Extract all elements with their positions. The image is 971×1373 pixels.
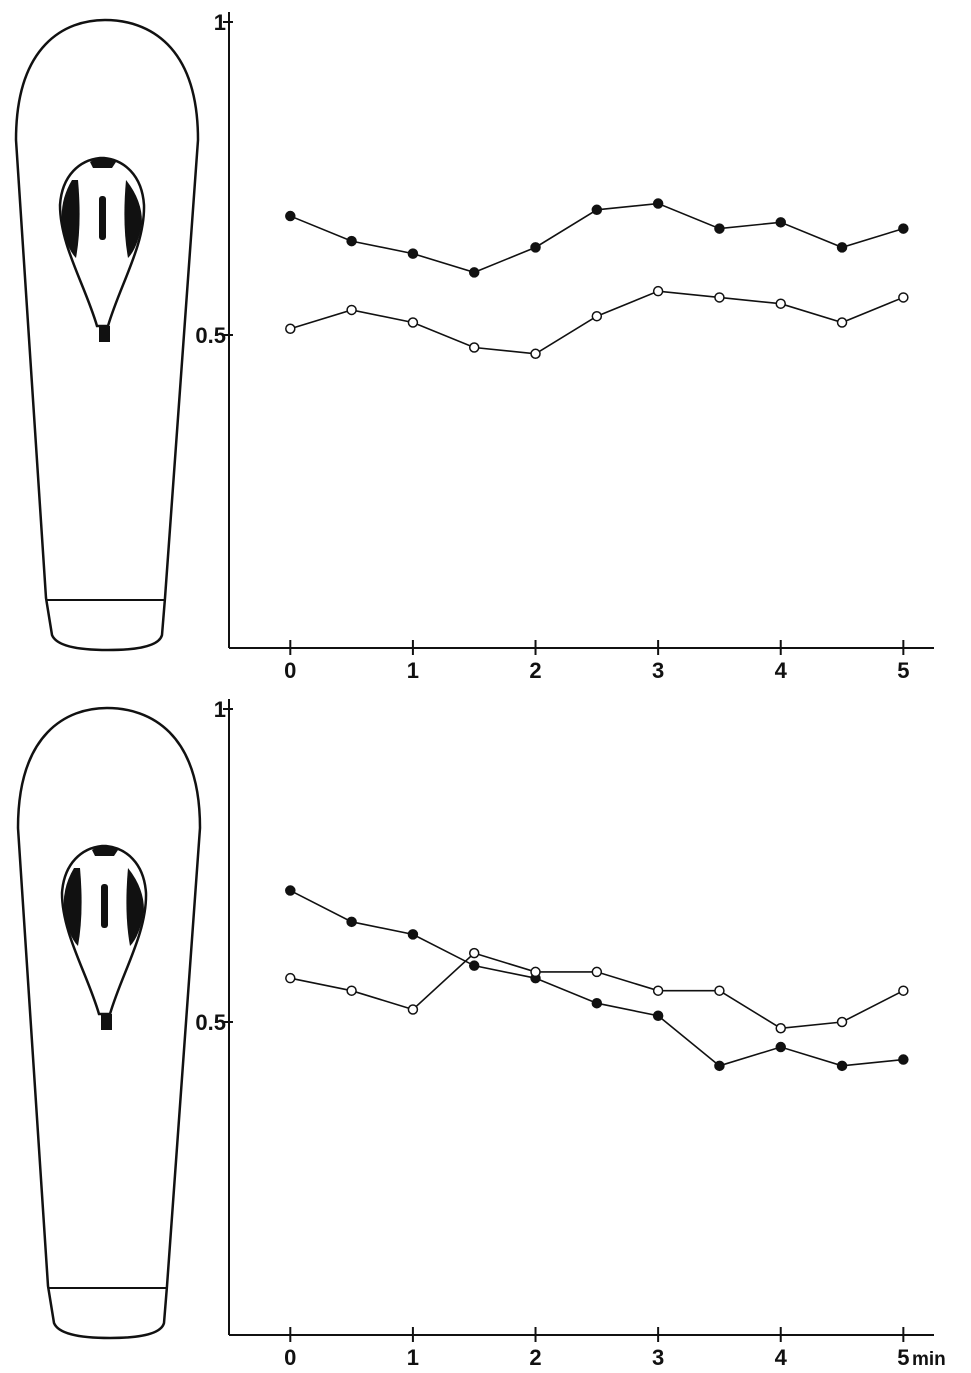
data-point (346, 916, 357, 928)
data-point (285, 323, 296, 334)
data-point (836, 317, 848, 328)
data-point (407, 1004, 419, 1015)
x-tick-label: 4 (775, 1345, 788, 1368)
data-point (468, 947, 480, 959)
x-tick-label: 1 (407, 1345, 419, 1368)
data-point (285, 885, 296, 896)
data-point (652, 985, 664, 996)
data-point (775, 1041, 786, 1053)
x-tick-label: 3 (652, 1345, 664, 1368)
data-point (591, 310, 603, 322)
data-point (530, 966, 541, 978)
x-tick-label: 1 (407, 658, 419, 683)
data-point (468, 342, 480, 353)
data-point (775, 298, 786, 309)
data-point (591, 204, 603, 216)
data-point (346, 235, 357, 247)
data-point (591, 997, 603, 1009)
data-point (346, 985, 357, 996)
data-point (468, 267, 480, 278)
data-point (775, 217, 786, 228)
data-point (898, 985, 909, 996)
x-tick-label: 5 (897, 1345, 909, 1368)
data-point (407, 248, 419, 259)
data-point (346, 304, 357, 316)
data-point (714, 223, 725, 234)
y-tick-label: 1 (214, 10, 226, 35)
data-point (285, 972, 296, 984)
x-tick-label: 4 (775, 658, 788, 683)
specimen-drawing (14, 18, 200, 652)
x-axis-label: min (912, 1349, 946, 1368)
y-tick-label: 0.5 (195, 1010, 226, 1035)
data-point (591, 966, 603, 978)
x-tick-label: 2 (529, 658, 541, 683)
specimen-drawing (16, 706, 202, 1340)
data-point (898, 292, 909, 303)
data-point (714, 292, 725, 303)
x-tick-label: 0 (284, 658, 296, 683)
data-point (898, 223, 909, 234)
data-point (407, 929, 419, 940)
y-tick-label: 1 (214, 697, 226, 722)
y-tick-label: 0.5 (195, 323, 226, 348)
data-point (836, 1016, 848, 1028)
data-point (468, 960, 480, 971)
data-point (530, 348, 541, 360)
data-point (652, 198, 664, 209)
data-point (530, 242, 541, 253)
data-point (714, 1060, 725, 1072)
x-tick-label: 2 (529, 1345, 541, 1368)
series-line (290, 290, 904, 355)
data-point (407, 317, 419, 328)
data-point (898, 1054, 909, 1065)
series-line (289, 889, 904, 1067)
x-tick-label: 3 (652, 658, 664, 683)
data-point (775, 1023, 786, 1034)
data-point (285, 210, 296, 222)
series-line (290, 952, 904, 1030)
data-point (652, 285, 664, 297)
data-point (652, 1010, 664, 1021)
data-point (836, 242, 848, 253)
data-point (836, 1060, 848, 1072)
x-tick-label: 0 (284, 1345, 296, 1368)
data-point (714, 985, 725, 996)
x-tick-label: 5 (897, 658, 909, 683)
